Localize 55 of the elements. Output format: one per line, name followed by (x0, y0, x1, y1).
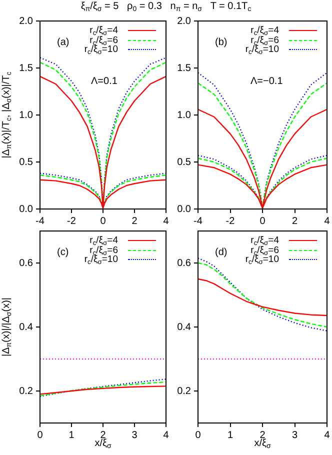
x-tick-label: 1 (227, 430, 234, 441)
legend-label: r$_{c}$/ξ$_{σ}$=4 (90, 25, 118, 37)
chart-title: ξ$_{π}$/ξ$_{σ}$ = 5 ρ$_{0}$ = 0.3 n$_{π}$ = n$_{σ}$ T = 0.1T$_{c}$ (80, 1, 252, 13)
x-tick-label: 0 (195, 430, 202, 441)
annotation: (b) (215, 37, 228, 48)
y-tick-label: 1.5 (177, 62, 192, 74)
y-tick-label: 0.5 (19, 156, 34, 168)
annotation: (c) (57, 247, 69, 258)
y-tick-label: 0.5 (177, 156, 192, 168)
y-tick-label: 0.4 (177, 322, 192, 333)
x-tick-label: 0 (260, 216, 266, 227)
x-tick-label: 1 (68, 430, 75, 441)
x-tick-label: 0 (37, 430, 44, 441)
x-tick-label: 4 (163, 430, 170, 441)
annotation: Λ=0.1 (91, 76, 118, 88)
y-tick-label: 1.5 (19, 62, 34, 74)
y-tick-label: 0.2 (177, 386, 192, 397)
x-tick-label: -4 (36, 216, 45, 227)
x-tick-label: 4 (163, 216, 170, 227)
y-tick-label: 0.4 (19, 322, 34, 333)
y-tick-label: 0.6 (19, 258, 34, 269)
legend-label: r$_{c}$/ξ$_{σ}$=4 (90, 235, 118, 247)
y-tick-label: 1.0 (19, 110, 34, 121)
annotation: Λ=−0.1 (250, 76, 283, 88)
legend-label: r$_{c}$/ξ$_{σ}$=6 (90, 34, 118, 46)
legend-label: r$_{c}$/ξ$_{σ}$=10 (84, 44, 118, 56)
x-axis-title: x/ξ$_{σ}$ (254, 438, 271, 450)
x-tick-label: 0 (100, 216, 106, 227)
x-tick-label: -4 (194, 216, 203, 227)
legend-label: r$_{c}$/ξ$_{σ}$=10 (84, 254, 118, 266)
y-tick-label: 1.0 (177, 110, 192, 121)
y-tick-label: 0.0 (19, 204, 34, 215)
x-tick-label: 4 (324, 430, 330, 441)
y-tick-label: 0.2 (19, 386, 34, 397)
annotation: (d) (215, 247, 228, 258)
y-tick-label: 0.6 (177, 258, 192, 269)
x-axis-title: x/ξ$_{σ}$ (94, 438, 112, 450)
legend-label: r$_{c}$/ξ$_{σ}$=6 (90, 244, 118, 256)
legend-label: r$_{c}$/ξ$_{σ}$=4 (250, 235, 279, 247)
y-tick-label: 0.0 (177, 204, 192, 215)
x-tick-label: 2 (292, 216, 298, 227)
legend-label: r$_{c}$/ξ$_{σ}$=6 (250, 34, 279, 46)
x-tick-label: -2 (67, 216, 76, 227)
x-tick-label: -2 (226, 216, 236, 227)
legend-label: r$_{c}$/ξ$_{σ}$=10 (245, 254, 279, 266)
y-tick-label: 2.0 (19, 16, 34, 27)
legend-label: r$_{c}$/ξ$_{σ}$=6 (250, 244, 279, 256)
legend-label: r$_{c}$/ξ$_{σ}$=10 (245, 44, 279, 56)
legend-label: r$_{c}$/ξ$_{σ}$=4 (250, 25, 279, 37)
annotation: (a) (57, 37, 70, 48)
x-tick-label: 3 (292, 430, 298, 441)
y-tick-label: 2.0 (177, 16, 192, 27)
x-tick-label: 2 (132, 216, 138, 227)
x-tick-label: 3 (132, 430, 138, 441)
x-tick-label: 4 (324, 216, 330, 227)
